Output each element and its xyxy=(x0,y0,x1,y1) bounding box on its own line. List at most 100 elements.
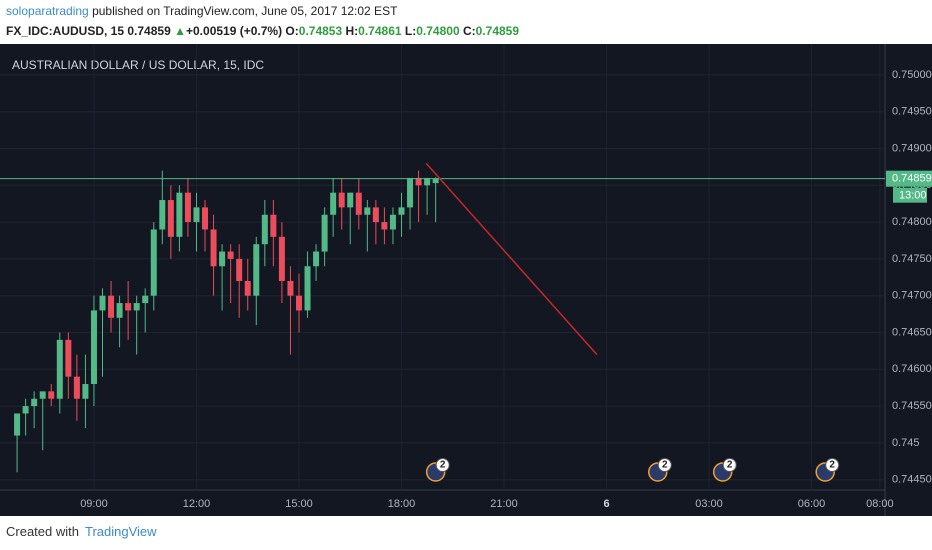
x-tick-label: 03:00 xyxy=(695,498,723,510)
o-label: O: xyxy=(285,24,299,38)
candle-body xyxy=(193,207,200,223)
y-tick-label: 0.74550 xyxy=(892,400,932,412)
symbol-line: FX_IDC:AUDUSD, 15 0.74859 ▲+0.00519 (+0.… xyxy=(6,24,519,38)
candle-body xyxy=(304,266,311,311)
candle-body xyxy=(99,295,106,311)
candle-body xyxy=(125,303,132,311)
candle-body xyxy=(133,303,140,311)
candle-body xyxy=(202,207,209,230)
l-label: L: xyxy=(404,24,417,38)
candle-body xyxy=(338,192,345,208)
l: 0.74800 xyxy=(416,24,460,38)
candle-body xyxy=(415,177,422,186)
brand[interactable]: TradingView xyxy=(84,524,157,539)
y-tick-label: 0.74750 xyxy=(892,253,932,265)
candle-body xyxy=(219,251,226,267)
arrow: ▲ xyxy=(174,24,186,38)
event-badge xyxy=(435,458,450,472)
event-count: 2 xyxy=(829,460,835,471)
candle-body xyxy=(176,192,183,237)
y-tick-label: 0.74600 xyxy=(892,363,932,375)
y-tick-label: 0.74450 xyxy=(892,474,932,486)
candle-body xyxy=(424,177,431,186)
candle-body xyxy=(48,391,55,399)
x-tick-label: 06:00 xyxy=(798,498,826,510)
c: 0.74859 xyxy=(475,24,520,38)
last-price-label: 0.74859 xyxy=(892,173,932,185)
candle-body xyxy=(65,339,72,377)
y-tick-label: 0.74950 xyxy=(892,106,932,118)
countdown-box xyxy=(893,187,927,203)
footer: Created with TradingView xyxy=(6,524,157,539)
x-tick-label: 18:00 xyxy=(388,498,416,510)
author[interactable]: soloparatrading xyxy=(6,4,89,18)
published: published on TradingView.com, June 05, 2… xyxy=(92,4,398,18)
c-label: C: xyxy=(462,24,476,38)
last: 0.74859 xyxy=(127,24,171,38)
event-badge xyxy=(825,458,840,472)
candle-body xyxy=(261,214,268,245)
candle-body xyxy=(355,192,362,215)
candle-body xyxy=(116,303,123,318)
candle-body xyxy=(236,258,243,281)
candle-body xyxy=(73,376,80,399)
o: 0.74853 xyxy=(298,24,343,38)
candle-body xyxy=(150,229,157,296)
event-count: 2 xyxy=(727,460,733,471)
h: 0.74861 xyxy=(358,24,402,38)
candle-body xyxy=(407,177,414,208)
y-tick-label: 0.74700 xyxy=(892,290,932,302)
candle-body xyxy=(313,251,320,267)
candle-body xyxy=(184,192,191,223)
candle-body xyxy=(347,192,354,208)
candle-body xyxy=(287,280,294,296)
candle-body xyxy=(82,384,89,399)
candle-body xyxy=(389,214,396,230)
x-tick-label: 15:00 xyxy=(285,498,313,510)
candle-body xyxy=(56,339,63,399)
chart-title: AUSTRALIAN DOLLAR / US DOLLAR, 15, IDC xyxy=(12,58,264,72)
x-tick-label: 12:00 xyxy=(183,498,211,510)
event-badge xyxy=(722,458,737,472)
candle-body xyxy=(295,295,302,311)
trend-line xyxy=(425,162,598,356)
candle-body xyxy=(142,295,149,304)
candle-body xyxy=(372,207,379,223)
candle-body xyxy=(364,207,371,215)
created: Created with xyxy=(6,524,79,539)
candle-body xyxy=(159,200,166,230)
candle-body xyxy=(90,310,97,385)
chart-bg xyxy=(0,44,932,516)
candle-body xyxy=(278,236,285,281)
candle-body xyxy=(321,214,328,252)
x-tick-label: 09:00 xyxy=(80,498,108,510)
x-tick-label: 6 xyxy=(603,498,609,510)
candle-body xyxy=(14,413,21,436)
y-tick-label: 0.75000 xyxy=(892,69,932,81)
candle-body xyxy=(244,280,251,296)
candle-body xyxy=(210,229,217,267)
y-tick-label: 0.74650 xyxy=(892,326,932,338)
candle-body xyxy=(167,200,174,237)
last-price-box xyxy=(886,170,932,187)
candle-body xyxy=(432,178,439,184)
y-tick-label: 0.74900 xyxy=(892,142,932,154)
event-count: 2 xyxy=(440,460,446,471)
candle-body xyxy=(381,222,388,230)
candle-body xyxy=(398,207,405,215)
event-count: 2 xyxy=(662,460,668,471)
candle-body xyxy=(227,251,234,259)
candle-body xyxy=(330,192,337,215)
h-label: H: xyxy=(345,24,359,38)
y-tick-label: 0.74800 xyxy=(892,216,932,228)
candle-body xyxy=(108,295,115,318)
candle-body xyxy=(270,214,277,237)
publish-line: soloparatrading published on TradingView… xyxy=(6,4,397,18)
candle-body xyxy=(253,244,260,296)
countdown: 13:00 xyxy=(899,190,927,202)
chart: AUSTRALIAN DOLLAR / US DOLLAR, 15, IDC 0… xyxy=(0,44,932,516)
change: +0.00519 (+0.7%) xyxy=(186,24,283,38)
candle-body xyxy=(39,391,46,399)
candle-body xyxy=(22,406,29,414)
